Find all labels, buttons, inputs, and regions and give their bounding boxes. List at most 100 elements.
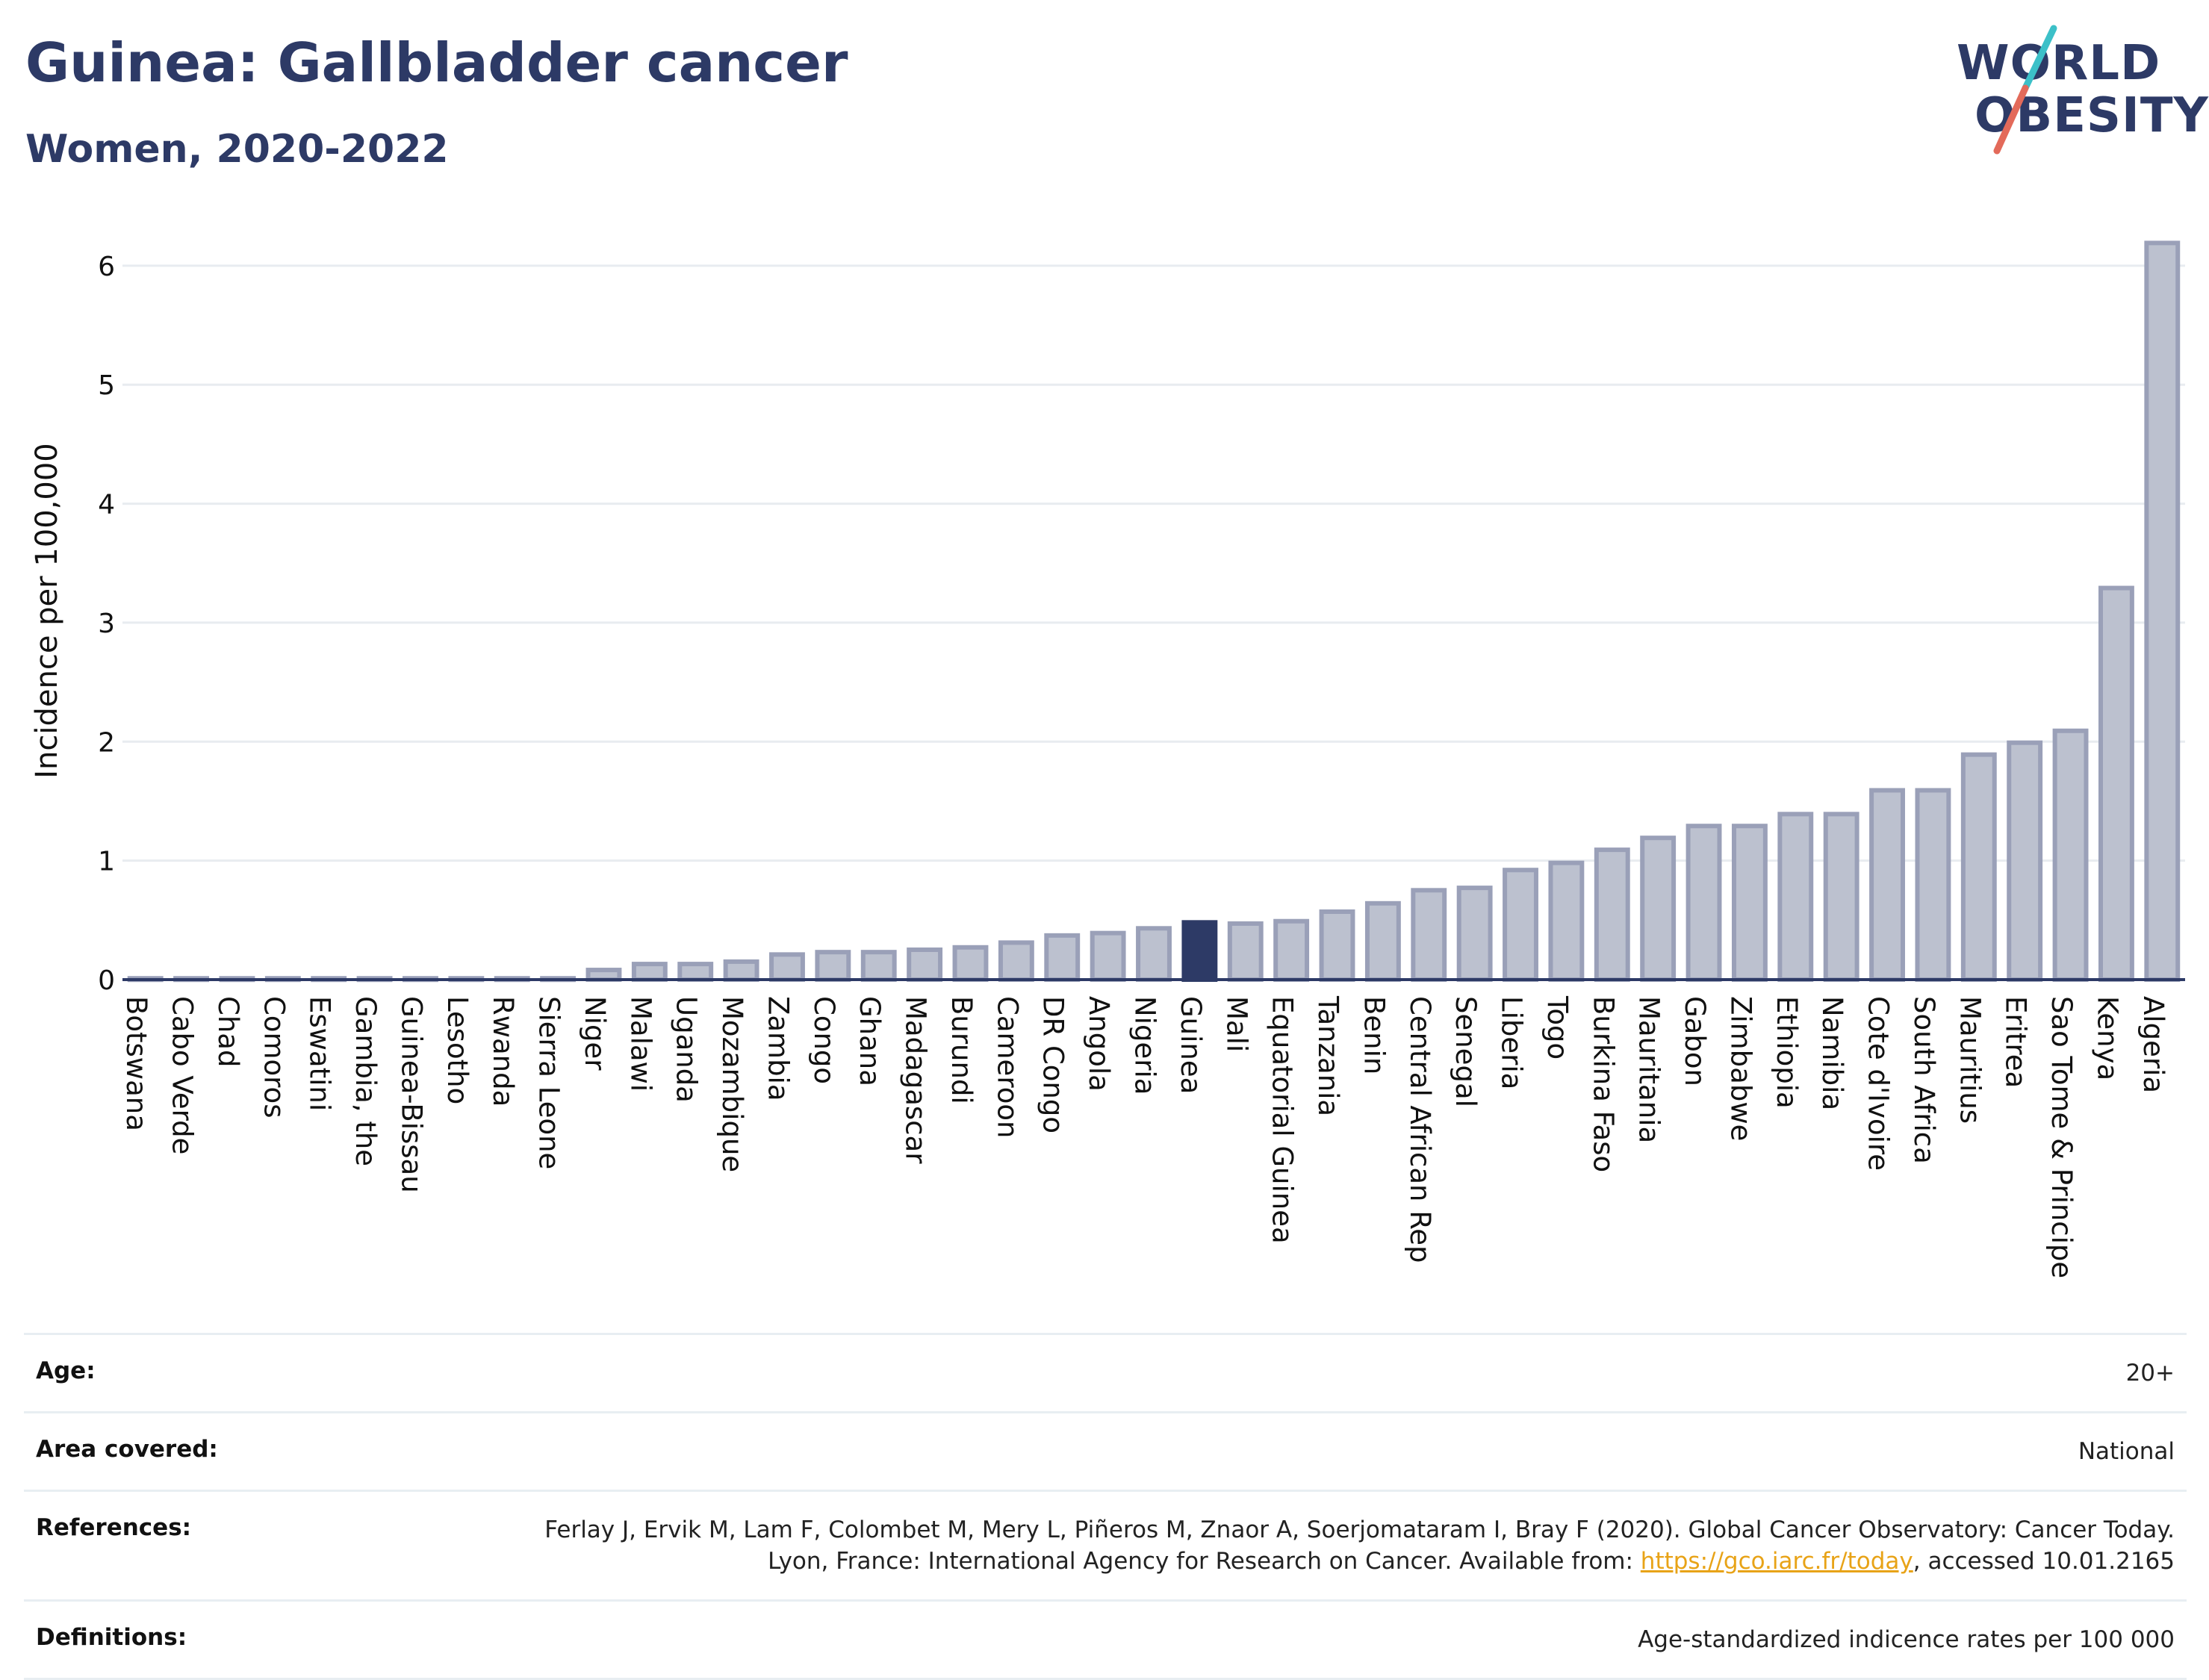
bar-cote-d-ivoire — [1869, 788, 1905, 983]
bar-algeria — [2144, 240, 2181, 983]
bar-kenya — [2098, 585, 2134, 982]
x-tick-label: Algeria — [2137, 996, 2169, 1093]
bar-zambia — [769, 952, 805, 982]
y-tick-label: 3 — [98, 609, 115, 639]
chart-title: Guinea: Gallbladder cancer — [25, 31, 848, 94]
x-tick-label: Cabo Verde — [167, 996, 199, 1154]
references-link[interactable]: https://gco.iarc.fr/today — [1640, 1548, 1913, 1575]
age-label: Age: — [36, 1357, 96, 1384]
x-tick-label: Lesotho — [441, 996, 473, 1104]
x-tick-label: Zimbabwe — [1724, 996, 1756, 1141]
bar-eritrea — [2007, 740, 2043, 982]
y-axis-ticks: 0 1 2 3 4 5 6 — [98, 252, 115, 996]
x-tick-label: Uganda — [671, 996, 703, 1103]
bar-tanzania — [1319, 909, 1355, 983]
x-tick-label: Benin — [1358, 996, 1390, 1074]
bar-senegal — [1456, 886, 1493, 982]
bar-togo — [1548, 860, 1585, 982]
bar-nigeria — [1136, 926, 1172, 983]
x-tick-label: Madagascar — [900, 996, 932, 1164]
references-text-1: Ferlay J, Ervik M, Lam F, Colombet M, Me… — [544, 1516, 2175, 1575]
x-axis-labels: Botswana Cabo Verde Chad Comoros Eswatini Gam… — [120, 995, 2169, 1278]
x-tick-label: Tanzania — [1312, 995, 1344, 1116]
bars — [127, 240, 2181, 983]
x-tick-label: Guinea — [1175, 996, 1207, 1094]
x-tick-label: Gambia, the — [349, 996, 382, 1166]
x-tick-label: Eritrea — [2000, 996, 2032, 1088]
x-tick-label: Senegal — [1450, 996, 1482, 1107]
grid-lines — [122, 264, 2185, 862]
bar-zimbabwe — [1731, 824, 1768, 983]
bar-mozambique — [723, 959, 759, 982]
x-tick-label: Kenya — [2091, 996, 2123, 1080]
y-tick-label: 0 — [98, 965, 115, 996]
info-table: Age: 20+ Area covered: National Referenc… — [24, 1333, 2187, 1680]
bar-highlight-guinea — [1181, 920, 1218, 982]
bar-gabon — [1686, 824, 1722, 983]
info-row-definitions: Definitions: Age-standardized indicence … — [24, 1599, 2187, 1680]
bar-benin — [1364, 900, 1401, 982]
x-tick-label: Central African Rep — [1404, 996, 1436, 1263]
info-row-age: Age: 20+ — [24, 1333, 2187, 1411]
x-tick-label: Mauritius — [1954, 996, 1986, 1124]
x-tick-label: Cote d'Ivoire — [1862, 996, 1895, 1171]
bar-malawi — [631, 962, 668, 983]
logo-line-1: WORLD — [1957, 36, 2161, 91]
info-row-references: References: Ferlay J, Ervik M, Lam F, Co… — [24, 1490, 2187, 1599]
logo-slash-icon — [1993, 25, 2057, 155]
bar-angola — [1090, 930, 1126, 982]
x-tick-label: Congo — [808, 996, 840, 1084]
x-tick-label: Burkina Faso — [1587, 996, 1619, 1172]
x-tick-label: Equatorial Guinea — [1267, 996, 1299, 1244]
x-tick-label: Chad — [212, 996, 244, 1067]
references-text-2: , accessed 10.01.2165 — [1913, 1548, 2175, 1575]
y-tick-label: 1 — [98, 847, 115, 877]
definitions-value: Age-standardized indicence rates per 100… — [1638, 1626, 2175, 1653]
bar-mali — [1227, 921, 1264, 983]
x-tick-label: DR Congo — [1037, 996, 1069, 1133]
age-value: 20+ — [2125, 1360, 2175, 1387]
x-tick-label: Botswana — [120, 996, 152, 1131]
bar-dr-congo — [1044, 933, 1081, 983]
x-tick-label: Gabon — [1679, 996, 1711, 1086]
x-tick-label: South Africa — [1908, 996, 1940, 1164]
y-axis-label: Incidence per 100,000 — [30, 443, 64, 779]
bar-madagascar — [907, 947, 943, 983]
area-label: Area covered: — [36, 1436, 218, 1463]
x-tick-label: Nigeria — [1129, 996, 1161, 1095]
info-row-area: Area covered: National — [24, 1411, 2187, 1490]
bar-equatorial-guinea — [1273, 918, 1310, 982]
bar-mauritania — [1640, 836, 1677, 983]
references-value: Ferlay J, Ervik M, Lam F, Colombet M, Me… — [532, 1514, 2175, 1577]
x-tick-label: Cameroon — [991, 996, 1023, 1138]
x-tick-label: Comoros — [258, 996, 290, 1118]
x-tick-label: Burundi — [945, 996, 978, 1104]
x-tick-label: Eswatini — [304, 996, 336, 1111]
bar-south-africa — [1915, 788, 1951, 983]
bar-namibia — [1823, 812, 1860, 983]
x-tick-label: Liberia — [1496, 996, 1528, 1089]
x-tick-label: Malawi — [624, 996, 656, 1092]
bar-ghana — [860, 950, 897, 982]
x-tick-label: Ghana — [854, 996, 886, 1086]
y-tick-label: 6 — [98, 252, 115, 282]
bar-cameroon — [998, 940, 1034, 982]
definitions-label: Definitions: — [36, 1624, 187, 1651]
bar-sao-tome-principe — [2052, 728, 2089, 982]
x-tick-label: Mauritania — [1633, 996, 1665, 1143]
bar-chart: 0 1 2 3 4 5 6 Incidence per 100,000 Botswana Ca… — [30, 240, 2185, 1278]
y-tick-label: 5 — [98, 370, 115, 401]
x-tick-label: Mali — [1220, 996, 1252, 1052]
chart-subtitle: Women, 2020-2022 — [25, 127, 449, 172]
area-value: National — [2078, 1438, 2175, 1465]
bar-burkina-faso — [1594, 847, 1630, 983]
x-tick-label: Zambia — [762, 996, 794, 1101]
bar-congo — [815, 950, 851, 982]
x-tick-label: Guinea-Bissau — [395, 996, 427, 1193]
x-tick-label: Niger — [579, 996, 611, 1071]
x-tick-label: Togo — [1541, 995, 1573, 1060]
bar-mauritius — [1960, 752, 1997, 982]
world-obesity-logo: WORLD OBESITY — [1942, 22, 2208, 157]
y-tick-label: 4 — [98, 490, 115, 520]
bar-uganda — [677, 962, 714, 983]
